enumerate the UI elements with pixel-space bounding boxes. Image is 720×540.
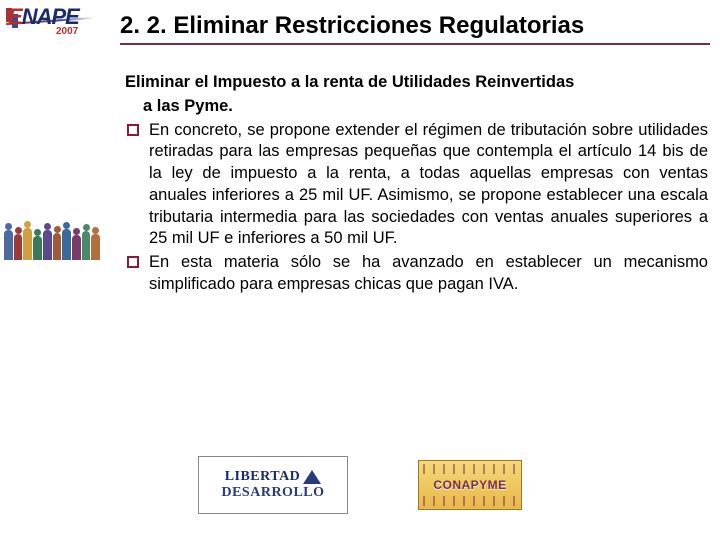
bullet-text: En esta materia sólo se ha avanzado en e… [149, 253, 708, 293]
enape-logo: ENAPE 2007 [6, 6, 98, 42]
slide-title: 2. 2. Eliminar Restricciones Regulatoria… [120, 12, 710, 40]
conapyme-logo: CONAPYME [418, 460, 522, 510]
content-area: Eliminar el Impuesto a la renta de Utili… [125, 72, 708, 296]
content-heading-line1: Eliminar el Impuesto a la renta de Utili… [125, 72, 708, 94]
sidebar-illustration [2, 150, 102, 260]
conapyme-text: CONAPYME [433, 478, 506, 492]
content-heading-line2: a las Pyme. [125, 96, 708, 118]
bullet-item: En concreto, se propone extender el régi… [125, 120, 708, 251]
lyd-text-bottom: DESARROLLO [221, 485, 324, 501]
bullet-text: En concreto, se propone extender el régi… [149, 121, 708, 248]
title-underline [120, 43, 710, 45]
libertad-desarrollo-logo: LIBERTAD DESARROLLO [198, 456, 348, 514]
enape-logo-year: 2007 [56, 26, 78, 37]
enape-logo-e: E [8, 4, 22, 29]
bullet-square-icon [127, 124, 139, 136]
lyd-text-top: LIBERTAD [225, 469, 301, 485]
bullet-square-icon [127, 256, 139, 268]
footer-logos: LIBERTAD DESARROLLO CONAPYME [0, 456, 720, 514]
lyd-triangle-icon [303, 470, 321, 484]
people-figures [4, 226, 100, 260]
bullet-item: En esta materia sólo se ha avanzado en e… [125, 252, 708, 296]
